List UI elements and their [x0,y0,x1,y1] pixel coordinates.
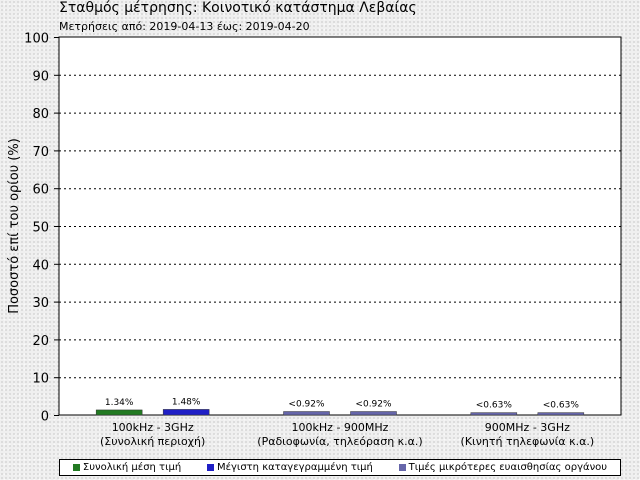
legend-swatch-below-sensitivity [398,464,406,471]
bar-data-label: 1.48% [172,397,201,407]
chart-legend: Συνολική μέση τιμή Μέγιστη καταγεγραμμέν… [59,459,621,476]
bar-data-label: <0.63% [543,401,580,411]
x-category-label: 900MHz - 3GHz [485,421,570,434]
legend-label-mean: Συνολική μέση τιμή [82,462,182,473]
bar [95,409,143,416]
y-tick-label: 10 [32,372,49,387]
chart-subtitle: Μετρήσεις από: 2019-04-13 έως: 2019-04-2… [59,20,310,33]
legend-item-mean: Συνολική μέση τιμή [72,462,182,473]
legend-swatch-mean [72,464,80,471]
x-category-sublabel: (Κινητή τηλεφωνία κ.α.) [461,435,595,448]
bar-data-label: <0.92% [288,400,325,410]
bar-data-label: <0.63% [476,401,513,411]
x-category-sublabel: (Ραδιοφωνία, τηλεόραση κ.α.) [257,435,422,448]
bar-data-label: 1.34% [105,398,134,408]
bar [537,412,585,416]
legend-label-max: Μέγιστη καταγεγραμμένη τιμή [216,462,373,473]
y-tick-label: 80 [32,107,49,122]
y-tick-label: 40 [32,258,49,273]
y-tick-label: 50 [32,221,49,236]
y-tick-label: 20 [32,334,49,349]
y-tick-label: 100 [24,32,49,47]
x-category-label: 100kHz - 900MHz [292,421,389,434]
bar [162,409,210,416]
y-tick-label: 70 [32,145,49,160]
legend-label-below-sensitivity: Τιμές μικρότερες ευαισθησίας οργάνου [408,462,608,473]
x-category-label: 100kHz - 3GHz [112,421,194,434]
y-tick-label: 90 [32,69,49,84]
chart-title: Σταθμός μέτρησης: Κοινοτικό κατάστημα Λε… [59,0,417,16]
bar [350,411,397,416]
y-axis-label: Ποσοστό επί του ορίου (%) [7,138,22,314]
x-category-sublabel: (Συνολική περιοχή) [100,435,205,448]
legend-item-max: Μέγιστη καταγεγραμμένη τιμή [206,462,373,473]
bar [283,411,330,416]
bar [470,412,518,416]
bar-data-label: <0.92% [355,400,392,410]
y-tick-label: 30 [32,296,49,311]
legend-swatch-max [206,464,214,471]
legend-item-below-sensitivity: Τιμές μικρότερες ευαισθησίας οργάνου [398,462,608,473]
y-tick-label: 0 [41,410,49,425]
y-tick-label: 60 [32,183,49,198]
